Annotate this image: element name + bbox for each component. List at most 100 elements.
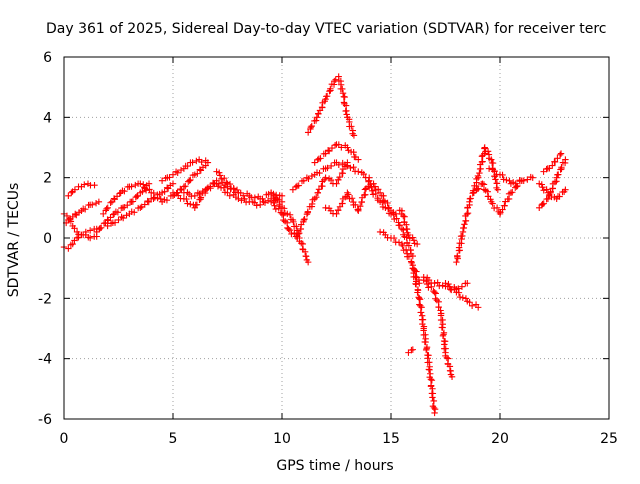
data-point [73,234,81,242]
data-point [429,394,436,401]
data-point [100,210,107,218]
data-point [288,230,295,238]
data-point [506,177,513,185]
y-tick-label: 0 [43,231,52,247]
data-point [409,346,416,353]
data-point [92,199,100,207]
data-point [196,190,203,198]
data-point [416,295,423,302]
data-point [226,180,234,188]
data-point [107,199,114,206]
data-point [509,189,516,196]
data-point [540,200,547,207]
data-point [409,234,416,241]
data-point [492,176,499,183]
data-point [146,186,153,193]
data-point [305,175,312,183]
data-point [448,286,455,294]
data-point [366,177,373,184]
data-point [132,181,139,189]
data-point [350,132,358,139]
axis-ticks: 0 5 10 15 20 25 -6 -4 -2 0 2 4 6 [38,50,618,447]
data-point [177,185,184,193]
data-point [308,122,315,130]
data-point [131,209,138,216]
data-point [314,189,322,197]
data-point [322,174,329,181]
data-point [494,186,502,193]
data-point [405,242,413,249]
data-point [214,183,222,190]
data-point [529,174,536,181]
data-point [226,192,233,199]
data-series [60,73,569,417]
data-point [375,186,382,193]
data-point [315,186,323,193]
data-point [499,171,506,179]
data-point [191,192,198,199]
data-point [86,227,94,234]
data-point [524,176,531,183]
data-point [417,309,424,316]
data-point [186,177,193,184]
data-point [339,90,347,97]
data-point [543,186,550,193]
data-point [233,186,241,194]
data-point [562,186,569,193]
data-point [417,302,424,310]
data-point [412,273,419,280]
data-point [227,185,235,192]
data-point [144,197,151,205]
data-point [260,198,267,206]
data-point [95,198,103,205]
data-series-s28 [485,165,536,187]
data-point [314,156,321,163]
data-point [189,159,196,166]
data-point [141,183,148,191]
data-point [109,211,117,218]
data-point [500,176,507,183]
data-point [124,201,131,209]
data-point [324,147,332,154]
data-point [335,161,342,169]
data-point [333,180,340,187]
data-point [406,235,413,242]
data-point [434,279,441,286]
data-point [223,179,230,186]
data-point [194,189,202,196]
data-point [322,96,329,103]
data-point [158,177,166,184]
data-point [479,180,486,187]
data-point [240,192,247,199]
data-point [119,204,127,212]
data-series-s25 [442,280,482,311]
data-point [293,223,300,230]
data-point [230,185,238,193]
data-point [184,200,191,207]
data-point [197,194,205,201]
data-point [257,201,264,209]
data-point [432,295,439,302]
data-point [400,212,407,220]
data-point [540,187,547,194]
data-series-s3 [62,198,103,227]
data-point [427,376,435,383]
data-point [556,151,564,159]
data-point [439,324,446,331]
data-point [166,174,173,181]
data-point [431,280,438,287]
data-point [425,284,432,291]
data-point [348,195,356,202]
data-point [328,144,336,152]
data-point [163,197,171,204]
data-point [344,144,351,151]
data-point [413,240,421,248]
data-point [425,352,432,359]
data-point [311,159,318,166]
data-point [251,194,259,201]
data-point [183,195,190,203]
data-point [345,147,352,154]
data-point [301,215,308,223]
data-point [313,114,321,121]
